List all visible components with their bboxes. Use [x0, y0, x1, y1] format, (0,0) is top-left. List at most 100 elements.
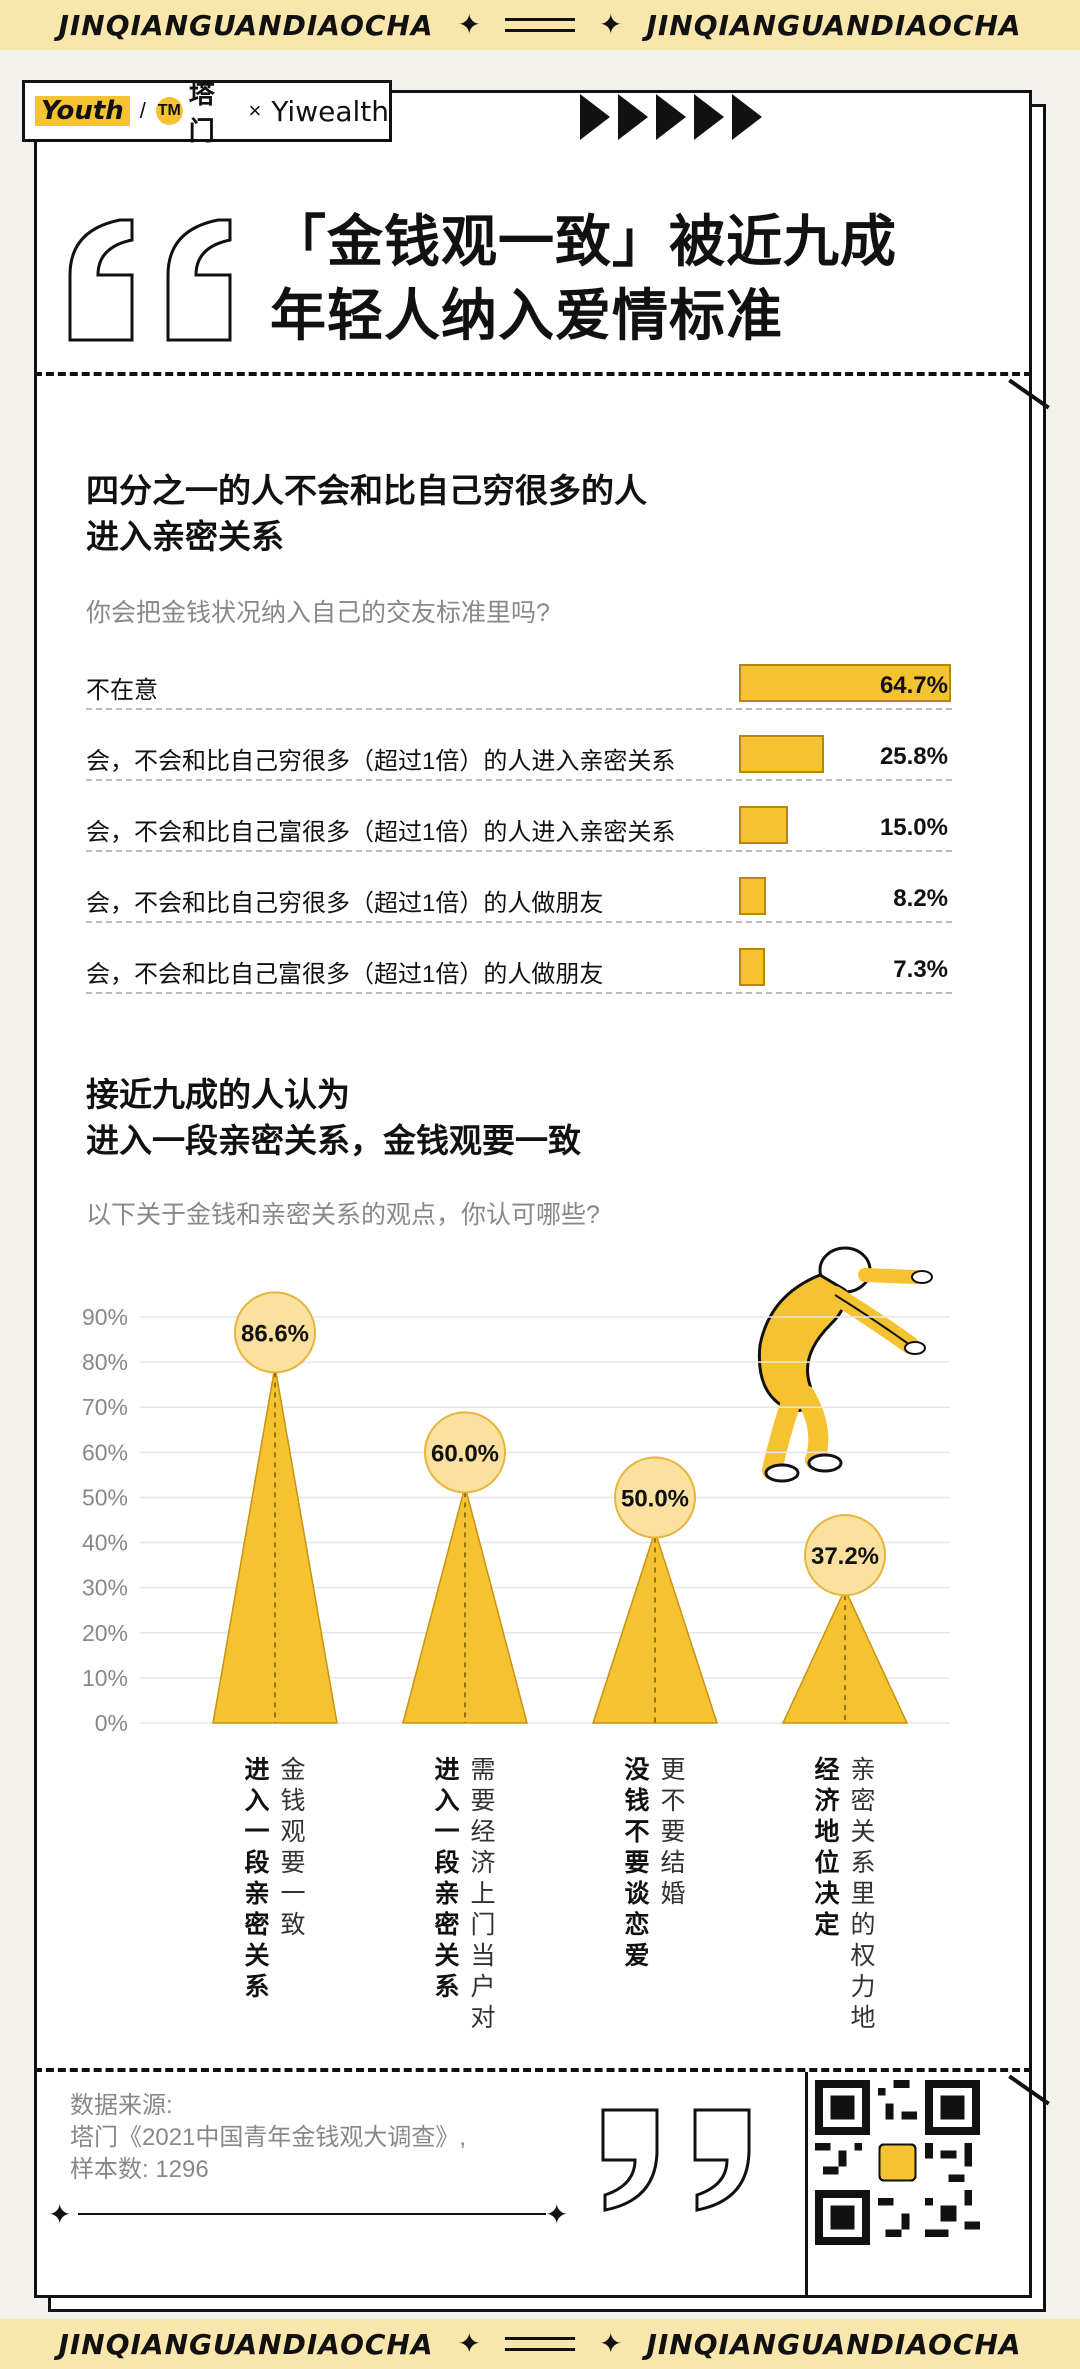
data-source: 数据来源: 塔门《2021中国青年金钱观大调查》, 样本数: 1296 — [70, 2090, 466, 2186]
category-label-char: 地 — [850, 2003, 875, 2030]
banner-lines — [505, 2337, 575, 2351]
section2-heading-line-2: 进入一段亲密关系，金钱观要一致 — [86, 1122, 581, 1159]
category-label-char: 钱 — [280, 1786, 305, 1815]
category-label-char: 一 — [434, 1817, 459, 1846]
cone-bar — [591, 1529, 719, 1724]
category-label-char: 亲 — [434, 1879, 459, 1908]
divider — [34, 2068, 1032, 2072]
y-tick-label: 10% — [82, 1665, 128, 1691]
closing-quote-icon — [601, 2108, 751, 2212]
category-label-char: 不 — [624, 1817, 649, 1846]
top-banner: JINQIANGUANDIAOCHA ✦ ✦ JINQIANGUANDIAOCH… — [0, 0, 1080, 50]
source-name: 塔门《2021中国青年金钱观大调查》, — [70, 2124, 467, 2151]
section2-heading-line-1: 接近九成的人认为 — [86, 1076, 350, 1113]
banner-lines — [505, 18, 575, 32]
cone-chart: 90%80%70%60%50%40%30%20%10%0%86.6%进入一段亲密… — [82, 1291, 950, 2030]
category-label-char: 经 — [470, 1817, 495, 1846]
category-label-char: 系 — [244, 1972, 269, 2001]
category-label-char: 经 — [814, 1755, 839, 1784]
quote-mark-icon — [68, 218, 232, 342]
bar-value: 7.3% — [893, 956, 948, 983]
bar — [739, 735, 824, 773]
section1-heading-line-2: 进入亲密关系 — [86, 518, 284, 555]
category-label-char: 一 — [244, 1817, 269, 1846]
sparkle-icon: ✦ — [48, 2199, 72, 2230]
category-label-char: 一 — [280, 1879, 305, 1908]
bottom-banner: JINQIANGUANDIAOCHA ✦ ✦ JINQIANGUANDIAOCH… — [0, 2319, 1080, 2369]
sample-size: 样本数: 1296 — [70, 2156, 209, 2183]
title-line-1: 「金钱观一致」被近九成 — [270, 210, 897, 273]
value-bubble — [614, 1456, 696, 1539]
banner-text-left: JINQIANGUANDIAOCHA — [58, 2327, 434, 2361]
section1-heading: 四分之一的人不会和比自己穷很多的人 进入亲密关系 — [86, 468, 647, 560]
category-label-char: 户 — [470, 1972, 495, 2001]
main-card — [34, 90, 1032, 2298]
value-bubble — [804, 1514, 886, 1597]
bar-value: 64.7% — [879, 672, 948, 699]
bar-value: 8.2% — [893, 885, 948, 912]
section1-heading-line-1: 四分之一的人不会和比自己穷很多的人 — [86, 472, 647, 509]
y-tick-label: 30% — [82, 1575, 128, 1601]
y-tick-label: 20% — [82, 1620, 128, 1646]
category-label-char: 密 — [850, 1786, 875, 1815]
arrow-decoration-icon — [580, 94, 762, 140]
sparkle-icon: ✦ — [599, 9, 623, 40]
data-label: 60.0% — [431, 1440, 499, 1467]
category-label-char: 段 — [244, 1848, 269, 1877]
category-label-char: 入 — [434, 1786, 459, 1815]
category-label-char: 定 — [814, 1910, 839, 1939]
brand-logo: Youth / TM 塔门 × Yiwealth — [22, 79, 392, 146]
category-label-char: 致 — [280, 1910, 305, 1939]
category-label-char: 要 — [280, 1848, 305, 1877]
bar-label: 会，不会和比自己穷很多（超过1倍）的人做朋友 — [86, 890, 604, 917]
bar-row: 会，不会和比自己富很多（超过1倍）的人做朋友 7.3% — [86, 948, 952, 994]
category-label-char: 地 — [814, 1817, 839, 1846]
category-label-char: 更 — [660, 1755, 685, 1784]
logo-yiwealth: Yiwealth — [271, 94, 389, 128]
y-tick-label: 90% — [82, 1304, 128, 1330]
category-label-char: 观 — [280, 1817, 305, 1846]
category-label-char: 没 — [624, 1755, 650, 1784]
category-label-char: 位 — [814, 1848, 839, 1877]
category-label-char: 关 — [850, 1817, 875, 1846]
qr-divider — [805, 2072, 808, 2297]
category-label-char: 入 — [244, 1786, 269, 1815]
bar-value: 15.0% — [879, 814, 948, 841]
sparkle-icon: ✦ — [599, 2328, 623, 2359]
bar-row: 会，不会和比自己富很多（超过1倍）的人进入亲密关系 15.0% — [86, 806, 952, 852]
bar — [739, 806, 789, 844]
category-label-char: 当 — [470, 1941, 495, 1970]
y-tick-label: 60% — [82, 1439, 128, 1465]
category-label-char: 上 — [470, 1879, 495, 1908]
bar-label: 会，不会和比自己富很多（超过1倍）的人进入亲密关系 — [86, 819, 676, 846]
bar-row: 会，不会和比自己穷很多（超过1倍）的人做朋友 8.2% — [86, 877, 952, 923]
category-label-char: 婚 — [660, 1879, 685, 1908]
bar-row: 不在意 64.7% — [86, 664, 952, 710]
category-label-char: 关 — [434, 1941, 459, 1970]
bar-label: 会，不会和比自己富很多（超过1倍）的人做朋友 — [86, 961, 604, 988]
category-label-char: 不 — [660, 1786, 685, 1815]
logo-youth: Youth — [35, 96, 130, 126]
y-tick-label: 50% — [82, 1484, 128, 1510]
banner-text-right: JINQIANGUANDIAOCHA — [646, 2327, 1022, 2361]
banner-text-right: JINQIANGUANDIAOCHA — [646, 8, 1022, 42]
category-label-char: 力 — [850, 1972, 875, 2001]
category-label-char: 段 — [434, 1848, 459, 1877]
logo-tamen: TM 塔门 — [155, 74, 239, 148]
category-label-char: 亲 — [850, 1755, 875, 1784]
category-label-char: 需 — [470, 1755, 495, 1784]
category-label-char: 谈 — [624, 1879, 650, 1908]
qr-code-icon[interactable] — [815, 2080, 980, 2245]
divider — [34, 372, 1032, 376]
data-label: 86.6% — [241, 1320, 309, 1347]
section2-heading: 接近九成的人认为 进入一段亲密关系，金钱观要一致 — [86, 1072, 581, 1164]
data-label: 50.0% — [621, 1485, 689, 1512]
category-label-char: 要 — [624, 1848, 649, 1877]
logo-x: × — [248, 98, 262, 123]
category-label-char: 里 — [850, 1879, 875, 1908]
sparkle-icon: ✦ — [545, 2199, 569, 2230]
sparkle-icon: ✦ — [457, 9, 481, 40]
running-person-illustration — [757, 1246, 933, 1483]
category-label-char: 济 — [814, 1786, 840, 1815]
category-label-char: 恋 — [624, 1910, 649, 1939]
